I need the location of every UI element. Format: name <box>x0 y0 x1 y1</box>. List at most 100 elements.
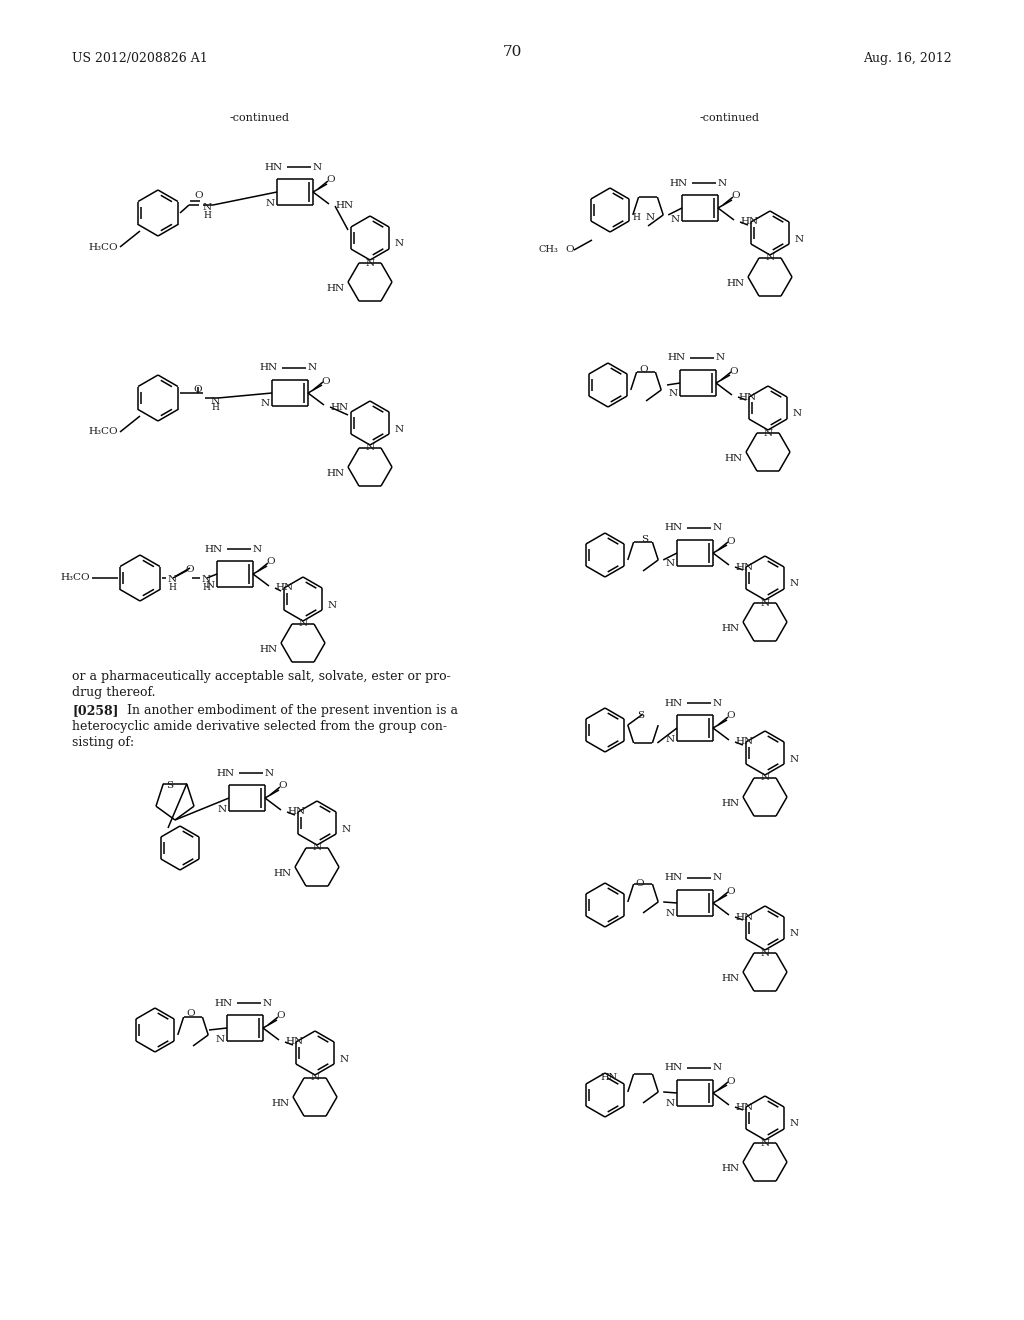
Text: N: N <box>203 203 212 213</box>
Text: O: O <box>186 1010 196 1019</box>
Text: S: S <box>637 711 644 721</box>
Text: N: N <box>218 804 227 813</box>
Text: O: O <box>636 879 644 887</box>
Text: N: N <box>265 768 274 777</box>
Text: N: N <box>666 1100 675 1109</box>
Text: O: O <box>730 367 738 375</box>
Text: H₃CO: H₃CO <box>88 428 118 437</box>
Text: N: N <box>341 825 350 833</box>
Text: HN: HN <box>275 583 293 593</box>
Text: heterocyclic amide derivative selected from the group con-: heterocyclic amide derivative selected f… <box>72 719 447 733</box>
Text: O: O <box>727 1077 735 1085</box>
Text: HN: HN <box>665 698 683 708</box>
Text: N: N <box>716 354 725 363</box>
Text: -continued: -continued <box>700 114 760 123</box>
Text: H: H <box>203 210 211 219</box>
Text: S: S <box>641 535 648 544</box>
Text: HN: HN <box>335 202 353 210</box>
Text: N: N <box>261 400 270 408</box>
Text: N: N <box>761 774 770 783</box>
Text: O: O <box>327 176 335 185</box>
Text: O: O <box>279 781 288 791</box>
Text: N: N <box>339 1055 348 1064</box>
Text: N: N <box>211 396 219 405</box>
Text: HN: HN <box>665 874 683 883</box>
Text: N: N <box>666 560 675 569</box>
Text: N: N <box>790 579 798 589</box>
Text: HN: HN <box>285 1038 303 1047</box>
Text: HN: HN <box>735 562 753 572</box>
Text: N: N <box>394 239 403 248</box>
Text: N: N <box>713 1064 722 1072</box>
Text: [0258]: [0258] <box>72 704 119 717</box>
Text: O: O <box>266 557 275 566</box>
Text: HN: HN <box>725 454 743 463</box>
Text: N: N <box>713 874 722 883</box>
Text: H: H <box>202 582 210 591</box>
Text: HN: HN <box>287 808 305 817</box>
Text: N: N <box>794 235 803 243</box>
Text: O: O <box>565 246 574 255</box>
Text: H₃CO: H₃CO <box>88 243 118 252</box>
Text: N: N <box>253 544 262 553</box>
Text: O: O <box>727 887 735 895</box>
Text: N: N <box>366 444 375 453</box>
Text: HN: HN <box>327 284 345 293</box>
Text: N: N <box>761 598 770 607</box>
Text: HN: HN <box>665 524 683 532</box>
Text: HN: HN <box>735 1102 753 1111</box>
Text: HN: HN <box>272 1100 290 1107</box>
Text: HN: HN <box>722 1164 740 1173</box>
Text: N: N <box>790 1119 798 1129</box>
Text: HN: HN <box>273 869 292 878</box>
Text: -continued: -continued <box>230 114 290 123</box>
Text: 70: 70 <box>503 45 521 59</box>
Text: HN: HN <box>735 738 753 747</box>
Text: N: N <box>790 929 798 939</box>
Text: HN: HN <box>670 178 688 187</box>
Text: HN: HN <box>217 768 234 777</box>
Text: HN: HN <box>215 998 233 1007</box>
Text: In another embodiment of the present invention is a: In another embodiment of the present inv… <box>111 704 458 717</box>
Text: N: N <box>266 198 275 207</box>
Text: HN: HN <box>722 624 740 634</box>
Text: N: N <box>298 619 307 628</box>
Text: sisting of:: sisting of: <box>72 737 134 748</box>
Text: N: N <box>646 214 655 223</box>
Text: N: N <box>308 363 317 372</box>
Text: N: N <box>312 843 322 853</box>
Text: N: N <box>206 581 215 590</box>
Text: HN: HN <box>735 912 753 921</box>
Text: O: O <box>640 364 648 374</box>
Text: N: N <box>394 425 403 433</box>
Text: HN: HN <box>727 279 745 288</box>
Text: N: N <box>792 409 801 418</box>
Text: HN: HN <box>260 363 278 372</box>
Text: HN: HN <box>327 469 345 478</box>
Text: O: O <box>322 376 331 385</box>
Text: N: N <box>202 576 211 585</box>
Text: O: O <box>727 711 735 721</box>
Text: H: H <box>632 214 640 223</box>
Text: O: O <box>732 191 740 201</box>
Text: N: N <box>713 698 722 708</box>
Text: H₃CO: H₃CO <box>60 573 90 582</box>
Text: N: N <box>366 259 375 268</box>
Text: N: N <box>761 1138 770 1147</box>
Text: H: H <box>211 404 219 412</box>
Text: or a pharmaceutically acceptable salt, solvate, ester or pro-: or a pharmaceutically acceptable salt, s… <box>72 671 451 682</box>
Text: N: N <box>313 162 323 172</box>
Text: O: O <box>185 565 195 574</box>
Text: N: N <box>713 524 722 532</box>
Text: HN: HN <box>665 1064 683 1072</box>
Text: O: O <box>727 536 735 545</box>
Text: HN: HN <box>668 354 686 363</box>
Text: HN: HN <box>601 1073 617 1081</box>
Text: N: N <box>764 429 772 437</box>
Text: S: S <box>166 781 173 791</box>
Text: O: O <box>194 385 203 395</box>
Text: N: N <box>718 178 727 187</box>
Text: O: O <box>276 1011 286 1020</box>
Text: CH₃: CH₃ <box>539 246 558 255</box>
Text: HN: HN <box>722 974 740 983</box>
